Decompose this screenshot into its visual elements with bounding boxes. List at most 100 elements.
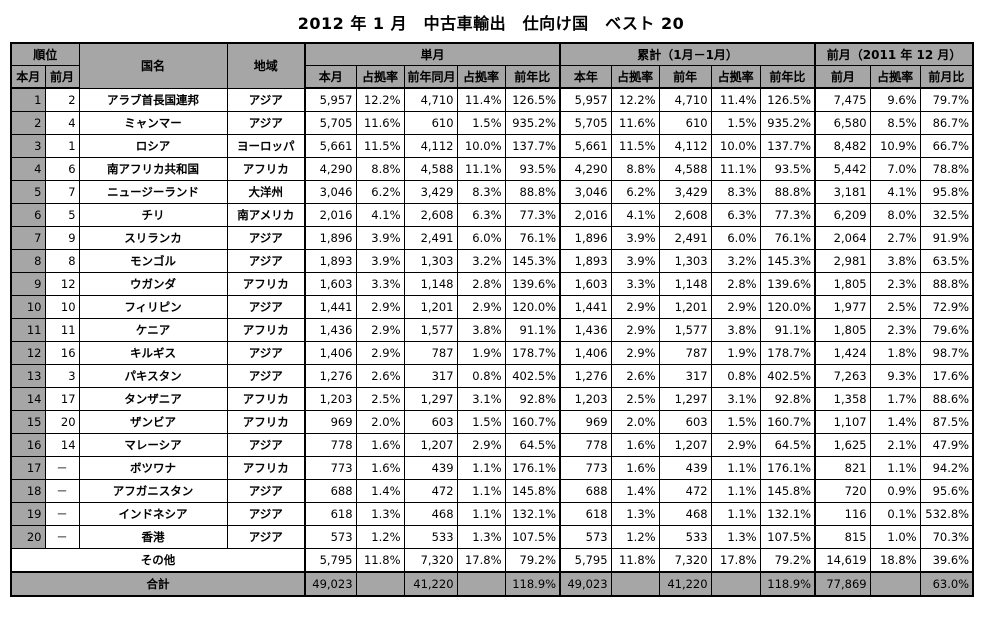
rank-last-month: 1: [44, 134, 80, 158]
cell-cp-s: 3.2%: [710, 249, 761, 273]
cell-m: 5,957: [304, 87, 357, 112]
other-cell-cp: 7,320: [658, 548, 712, 573]
cell-pm-s: 9.6%: [869, 87, 921, 112]
cell-mom: 72.9%: [919, 295, 975, 319]
cell-m-s: 1.2%: [355, 525, 405, 549]
table-row: 9 12 ウガンダ アフリカ 1,603 3.3% 1,148 2.8% 139.6% 1,603…: [10, 272, 975, 296]
cell-m: 618: [304, 502, 357, 526]
cell-py: 1,577: [403, 318, 458, 342]
header-col: 占拠率: [710, 65, 761, 89]
rank-this-month: 16: [10, 433, 46, 457]
rank-this-month: 18: [10, 479, 46, 503]
country-name: インドネシア: [78, 502, 228, 526]
region-name: アジア: [226, 249, 306, 273]
country-name: ニュージーランド: [78, 180, 228, 204]
cell-cp-s: 3.8%: [710, 318, 761, 342]
table-row: 16 14 マレーシア アジア 778 1.6% 1,207 2.9% 64.5% 778 1.6%…: [10, 433, 975, 457]
country-name: ザンビア: [78, 410, 228, 434]
cell-cp: 2,491: [658, 226, 712, 250]
cell-c: 1,276: [559, 364, 612, 388]
header-col: 前月比: [919, 65, 975, 89]
cell-py-s: 1.1%: [456, 479, 506, 503]
rank-last-month: －: [44, 456, 80, 480]
other-row: その他 5,795 11.8% 7,320 17.8% 79.2% 5,795 11.8% 7,…: [9, 548, 975, 573]
rank-last-month: 9: [44, 226, 80, 250]
rank-this-month: 20: [10, 525, 46, 549]
header-region: 地域: [226, 42, 306, 89]
cell-c-s: 3.9%: [610, 226, 660, 250]
region-name: 大洋州: [226, 180, 306, 204]
country-name: スリランカ: [78, 226, 228, 250]
header-single-month: 単月: [304, 42, 561, 66]
cell-m: 2,016: [304, 203, 357, 227]
cell-cp: 533: [658, 525, 712, 549]
cell-py-s: 11.4%: [456, 87, 506, 112]
cell-cp: 1,207: [658, 433, 712, 457]
country-name: モンゴル: [78, 249, 228, 273]
cell-c-yoy: 76.1%: [759, 226, 816, 250]
cell-m-s: 1.6%: [355, 456, 405, 480]
header-col: 前年比: [759, 65, 816, 89]
cell-py-s: 11.1%: [456, 157, 506, 181]
cell-py-s: 2.9%: [456, 295, 506, 319]
rank-last-month: －: [44, 525, 80, 549]
cell-yoy: 76.1%: [504, 226, 561, 250]
cell-cp-s: 1.5%: [710, 111, 761, 135]
cell-py: 4,710: [403, 87, 458, 112]
rank-last-month: 12: [44, 272, 80, 296]
cell-c-yoy: 107.5%: [759, 525, 816, 549]
cell-c-s: 2.6%: [610, 364, 660, 388]
cell-cp-s: 2.9%: [710, 433, 761, 457]
cell-pm: 8,482: [814, 134, 871, 158]
cell-c-yoy: 88.8%: [759, 180, 816, 204]
country-name: ロシア: [78, 134, 228, 158]
total-cell-c: 49,023: [559, 571, 612, 597]
other-cell-c-yoy: 79.2%: [759, 548, 816, 573]
cell-cp: 468: [658, 502, 712, 526]
cell-pm: 1,977: [814, 295, 871, 319]
header-col: 占拠率: [610, 65, 660, 89]
rank-last-month: 17: [44, 387, 80, 411]
cell-py-s: 0.8%: [456, 364, 506, 388]
cell-c-s: 3.9%: [610, 249, 660, 273]
cell-py: 317: [403, 364, 458, 388]
cell-pm: 1,805: [814, 318, 871, 342]
cell-m: 1,203: [304, 387, 357, 411]
cell-pm: 116: [814, 502, 871, 526]
cell-cp: 1,577: [658, 318, 712, 342]
cell-m-s: 11.6%: [355, 111, 405, 135]
region-name: アフリカ: [226, 456, 306, 480]
cell-yoy: 402.5%: [504, 364, 561, 388]
cell-cp: 439: [658, 456, 712, 480]
table-row: 4 6 南アフリカ共和国 アフリカ 4,290 8.8% 4,588 11.1% 93.5% 4,…: [10, 157, 975, 181]
cell-py: 787: [403, 341, 458, 365]
cell-pm: 6,580: [814, 111, 871, 135]
total-cell-py-s: [456, 571, 506, 597]
table-row: 13 3 パキスタン アジア 1,276 2.6% 317 0.8% 402.5% 1,276 2.…: [10, 364, 975, 388]
cell-c-s: 4.1%: [610, 203, 660, 227]
other-cell-m-s: 11.8%: [355, 548, 405, 573]
table-row: 15 20 ザンビア アフリカ 969 2.0% 603 1.5% 160.7% 969 2.0% 6…: [10, 410, 975, 434]
cell-c-s: 2.9%: [610, 295, 660, 319]
table-row: 7 9 スリランカ アジア 1,896 3.9% 2,491 6.0% 76.1% 1,896 3.…: [10, 226, 975, 250]
cell-c: 5,661: [559, 134, 612, 158]
cell-c: 4,290: [559, 157, 612, 181]
other-cell-m: 5,795: [304, 548, 357, 573]
country-name: フィリピン: [78, 295, 228, 319]
table-row: 11 11 ケニア アフリカ 1,436 2.9% 1,577 3.8% 91.1% 1,436 2…: [10, 318, 975, 342]
region-name: ヨーロッパ: [226, 134, 306, 158]
cell-pm: 1,424: [814, 341, 871, 365]
cell-c: 1,406: [559, 341, 612, 365]
cell-pm: 2,981: [814, 249, 871, 273]
other-cell-py-s: 17.8%: [456, 548, 506, 573]
cell-m: 573: [304, 525, 357, 549]
cell-m-s: 3.9%: [355, 226, 405, 250]
cell-py-s: 1.3%: [456, 525, 506, 549]
total-cell-c-yoy: 118.9%: [759, 571, 816, 597]
cell-c-s: 2.0%: [610, 410, 660, 434]
country-name: 南アフリカ共和国: [78, 157, 228, 181]
cell-c: 1,203: [559, 387, 612, 411]
total-cell-yoy: 118.9%: [504, 571, 561, 597]
cell-pm: 1,625: [814, 433, 871, 457]
cell-m-s: 11.5%: [355, 134, 405, 158]
